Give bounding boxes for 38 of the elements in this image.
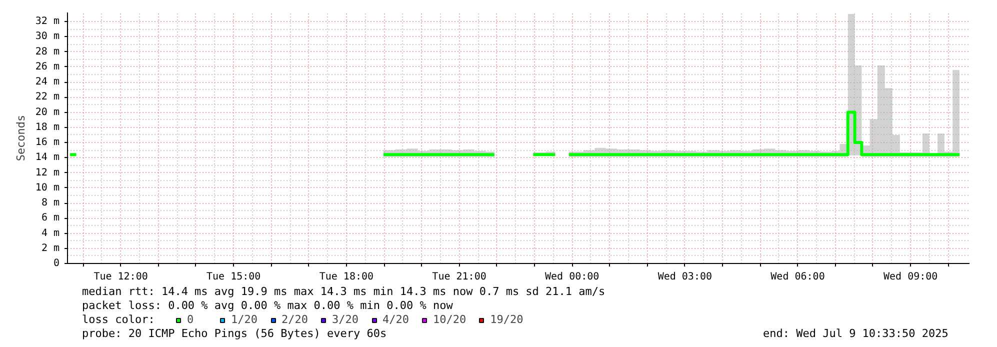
x-tick-label: Tue 12:00 bbox=[94, 272, 148, 282]
x-tick-label: Tue 21:00 bbox=[432, 272, 486, 282]
y-tick-label: 32 m bbox=[35, 16, 60, 28]
x-tick-label: Tue 18:00 bbox=[319, 272, 374, 282]
legend-title: loss color: bbox=[82, 313, 155, 326]
text: probe: 20 ICMP Echo Pings (56 Bytes) every 60s bbox=[82, 327, 387, 340]
y-tick-label: 24 m bbox=[35, 76, 60, 88]
y-tick-label: 8 m bbox=[41, 198, 60, 209]
y-tick-label: 6 m bbox=[41, 212, 60, 224]
y-tick-label: 20 m bbox=[35, 106, 60, 118]
legend-label: 1/20 bbox=[231, 313, 258, 326]
y-tick-label: 12 m bbox=[35, 167, 60, 178]
x-tick-label: Tue 15:00 bbox=[206, 272, 261, 282]
legend-label: 19/20 bbox=[490, 313, 524, 326]
y-tick-label: 26 m bbox=[35, 61, 60, 72]
y-tick-label: 22 m bbox=[35, 92, 60, 103]
y-tick-label: 2 m bbox=[41, 242, 60, 254]
text: packet loss: 0.00 % avg 0.00 % max 0.00 % min 0.00 % now bbox=[82, 299, 454, 312]
y-tick-label: 0 bbox=[53, 258, 60, 269]
y-tick-label: 30 m bbox=[35, 31, 60, 42]
legend-label: 0 bbox=[187, 313, 195, 326]
legend-label: 10/20 bbox=[433, 313, 466, 326]
text: median rtt: 14.4 ms avg 19.9 ms max 14.3 ms min 14.3 ms now 0.7 ms sd 21.1 am/s bbox=[82, 285, 606, 298]
x-tick-label: Wed 03:00 bbox=[658, 272, 712, 282]
legend-label: 4/20 bbox=[382, 313, 409, 326]
y-tick-label: 14 m bbox=[35, 152, 60, 164]
text: end: Wed Jul 9 10:33:50 2025 bbox=[762, 327, 948, 340]
x-tick-label: Wed 00:00 bbox=[545, 272, 600, 282]
y-tick-label: 4 m bbox=[41, 228, 60, 239]
x-tick-label: Wed 09:00 bbox=[883, 272, 938, 282]
y-tick-label: 28 m bbox=[35, 46, 60, 58]
x-tick-label: Wed 06:00 bbox=[770, 272, 825, 282]
y-tick-label: 18 m bbox=[35, 122, 60, 133]
y-tick-label: 16 m bbox=[35, 137, 60, 148]
y-tick-label: 10 m bbox=[35, 182, 60, 194]
y-axis-title: Seconds bbox=[14, 114, 28, 162]
legend-label: 2/20 bbox=[282, 313, 308, 326]
legend-label: 3/20 bbox=[332, 313, 358, 326]
